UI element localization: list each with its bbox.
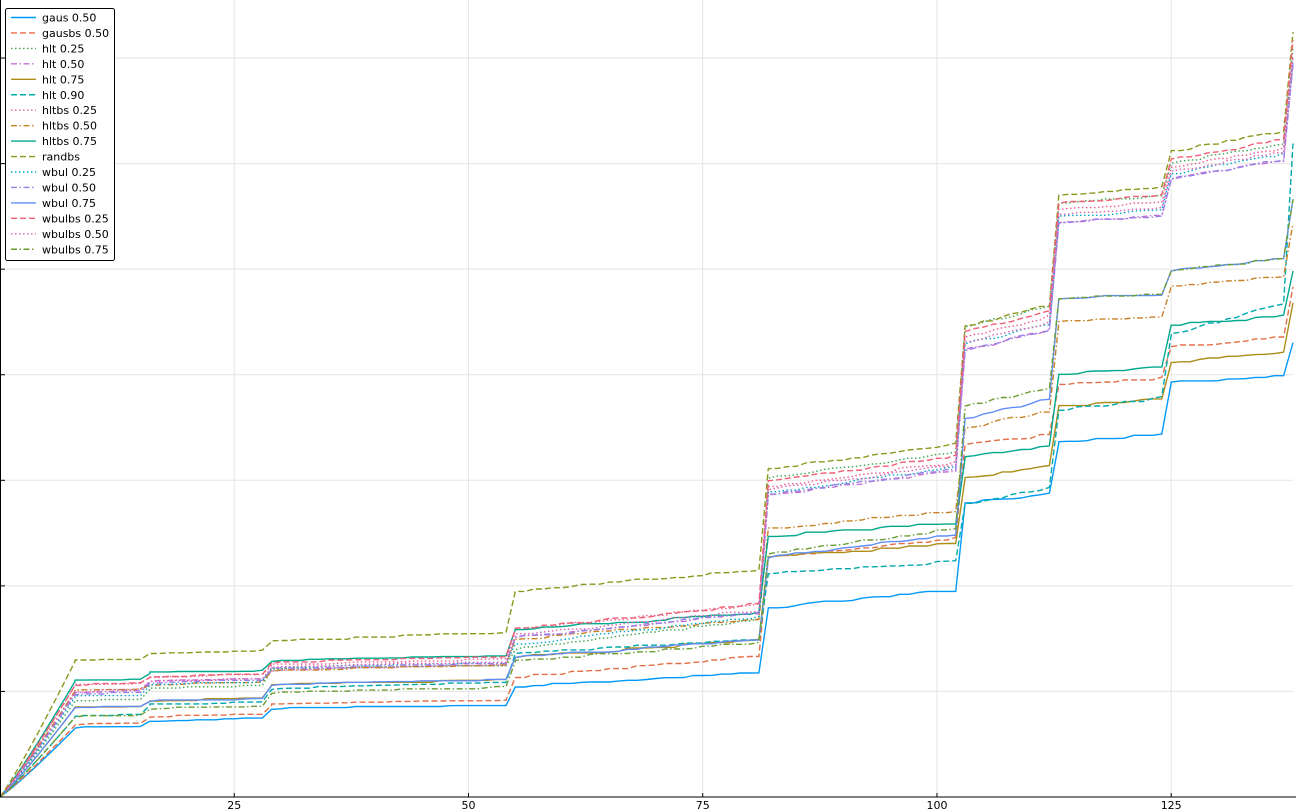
legend-label: wbul 0.75 — [42, 197, 96, 210]
legend-label: wbul 0.50 — [42, 181, 96, 194]
legend-label: wbulbs 0.25 — [42, 212, 109, 225]
series-lines — [0, 31, 1294, 798]
legend-box — [5, 8, 115, 261]
legend-label: hlt 0.90 — [42, 89, 84, 102]
legend-label: hltbs 0.50 — [42, 120, 97, 133]
series-line — [0, 199, 1294, 798]
legend-label: wbul 0.25 — [42, 166, 96, 179]
series-line — [0, 223, 1294, 798]
legend: gaus 0.50 gausbs 0.50 hlt 0.25 hlt 0.50 hlt … — [5, 8, 115, 261]
x-tick-label: 25 — [227, 799, 241, 812]
legend-label: hlt 0.50 — [42, 58, 84, 71]
series-line — [0, 47, 1294, 798]
series-line — [0, 31, 1294, 798]
series-line — [0, 63, 1294, 798]
series-line — [0, 39, 1294, 798]
legend-label: hlt 0.75 — [42, 73, 84, 86]
series-line — [0, 55, 1294, 798]
legend-label: randbs — [42, 151, 80, 164]
legend-label: gaus 0.50 — [42, 12, 96, 25]
legend-label: wbulbs 0.50 — [42, 228, 109, 241]
y-axis-ticks — [0, 57, 5, 692]
series-line — [0, 286, 1294, 798]
legend-label: wbulbs 0.75 — [42, 243, 109, 256]
x-axis-ticks: 25 50 75 100 125 — [227, 793, 1182, 812]
series-line — [0, 59, 1294, 798]
x-tick-label: 75 — [696, 799, 710, 812]
series-line — [0, 63, 1294, 798]
plot-frame — [1, 1, 1296, 797]
legend-label: hlt 0.25 — [42, 42, 84, 55]
series-line — [0, 302, 1294, 798]
legend-label: gausbs 0.50 — [42, 27, 109, 40]
series-line — [0, 199, 1294, 798]
legend-label: hltbs 0.25 — [42, 104, 97, 117]
series-line — [0, 342, 1294, 798]
legend-label: hltbs 0.75 — [42, 135, 97, 148]
series-line — [0, 143, 1294, 798]
series-line — [0, 270, 1294, 798]
series-line — [0, 55, 1294, 798]
x-tick-label: 125 — [1161, 799, 1182, 812]
x-tick-label: 50 — [461, 799, 475, 812]
x-tick-label: 100 — [926, 799, 947, 812]
grid — [0, 0, 1293, 797]
